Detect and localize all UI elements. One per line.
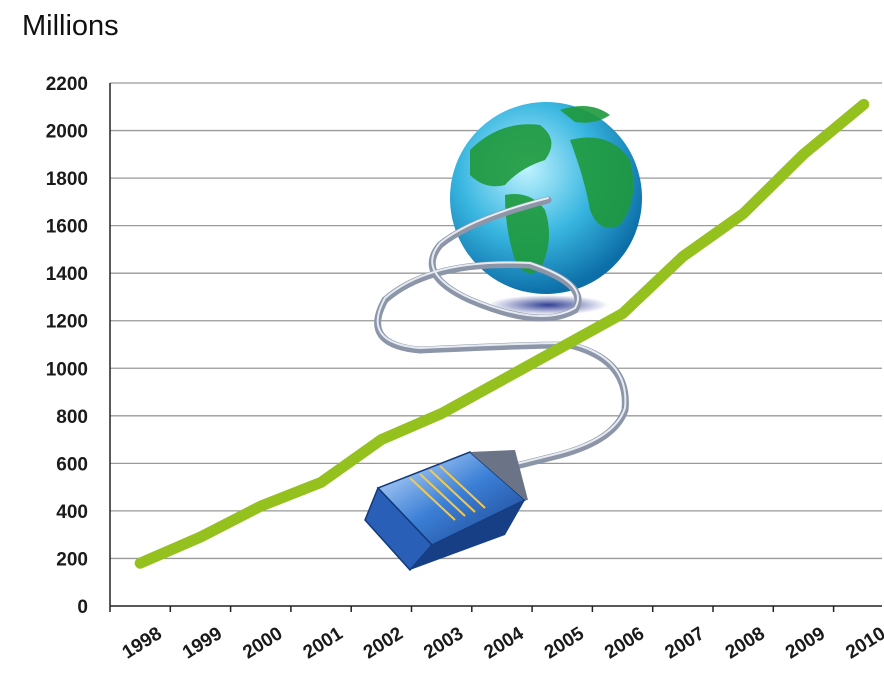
- x-tick-label: 2008: [722, 623, 769, 663]
- globe-cable-illustration: [364, 102, 642, 572]
- x-axis-ticks: 1998 1999 2000 2001 2002 2003 2004 2005 2006 2007…: [119, 623, 884, 663]
- y-tick-label: 1000: [46, 359, 88, 380]
- y-tick-label: 1400: [46, 264, 88, 285]
- y-tick-label: 2000: [46, 122, 88, 143]
- globe-continents: [470, 106, 634, 274]
- data-point: [617, 308, 628, 319]
- data-series: [134, 98, 870, 569]
- x-tick-label: 2006: [601, 623, 648, 663]
- data-point: [858, 99, 869, 110]
- y-tick-label: 600: [56, 454, 88, 475]
- axes: [109, 83, 882, 612]
- data-point: [255, 501, 266, 512]
- x-tick-label: 2004: [481, 623, 528, 663]
- rj45-plug-icon: [364, 450, 528, 572]
- x-tick-label: 2005: [541, 623, 588, 663]
- unit-label: Millions: [22, 10, 119, 42]
- y-tick-label: 0: [77, 597, 88, 618]
- network-cable-highlight: [376, 197, 627, 469]
- x-tick-label: 2001: [300, 623, 347, 663]
- y-tick-label: 400: [56, 502, 88, 523]
- x-tick-label: 1998: [119, 623, 166, 663]
- data-point: [436, 408, 447, 419]
- data-point: [677, 251, 688, 262]
- data-point: [738, 208, 749, 219]
- y-tick-label: 1600: [46, 217, 88, 238]
- x-tick-label: 2009: [782, 623, 829, 663]
- x-tick-label: 2000: [239, 623, 286, 663]
- y-tick-label: 800: [56, 407, 88, 428]
- y-tick-label: 200: [56, 549, 88, 570]
- data-point: [376, 434, 387, 445]
- y-tick-label: 2200: [46, 74, 88, 95]
- data-point: [557, 341, 568, 352]
- x-tick-label: 2002: [360, 623, 407, 663]
- data-point: [496, 375, 507, 386]
- data-point: [135, 558, 146, 569]
- data-point: [798, 149, 809, 160]
- data-point: [195, 532, 206, 543]
- data-point: [316, 477, 327, 488]
- y-tick-label: 1200: [46, 312, 88, 333]
- x-tick-label: 2003: [420, 623, 467, 663]
- y-axis-ticks: 0 200 400 600 800 1000 1200 1400 1600 1800 2000 220…: [46, 74, 88, 618]
- x-tick-label: 2010: [842, 623, 884, 663]
- x-tick-label: 2007: [661, 623, 708, 663]
- y-tick-label: 1800: [46, 169, 88, 190]
- x-tick-label: 1999: [179, 623, 226, 663]
